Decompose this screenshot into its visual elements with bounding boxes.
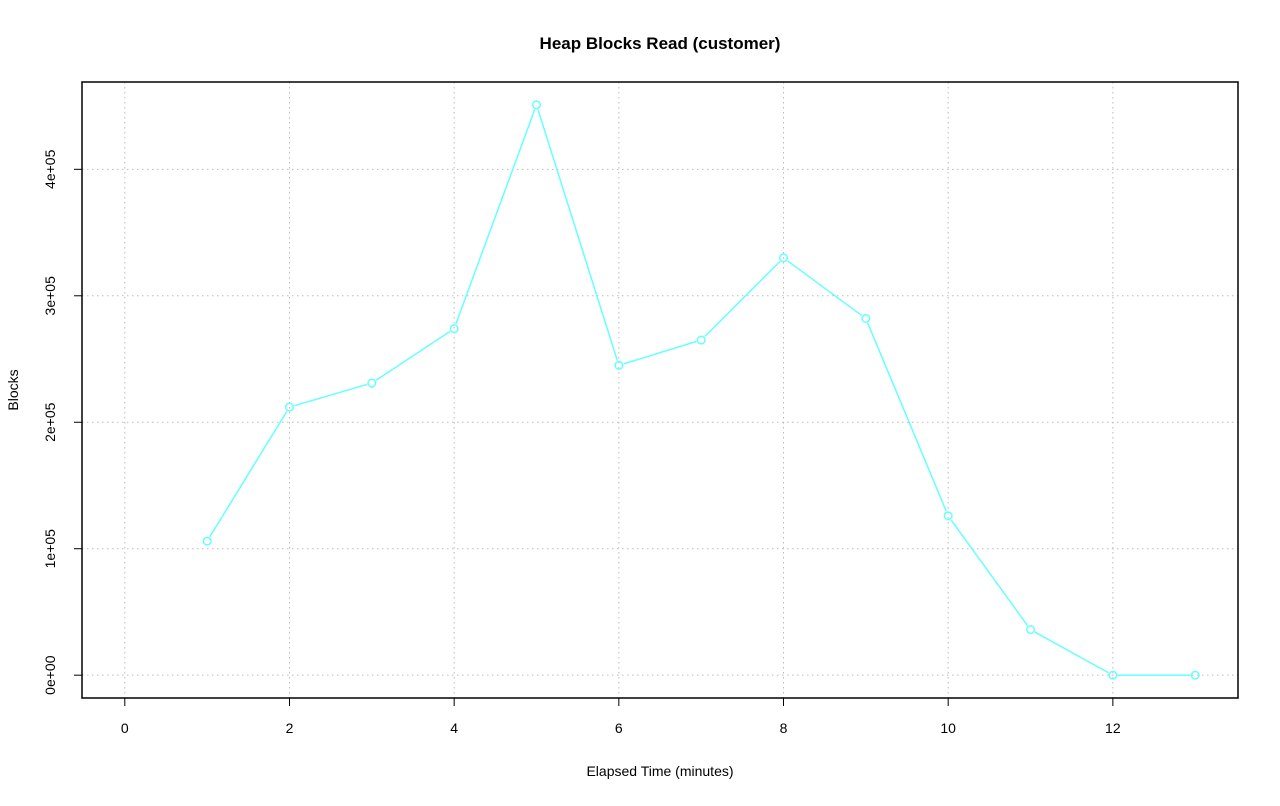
- plot-frame: [81, 81, 1239, 699]
- data-point: [1108, 670, 1118, 680]
- y-tick-label: 2e+05: [42, 402, 58, 442]
- data-point: [696, 335, 706, 345]
- series-line-segment: [1034, 631, 1109, 674]
- data-point: [614, 360, 624, 370]
- y-tick-label: 0e+00: [42, 655, 58, 695]
- data-point: [1190, 670, 1200, 680]
- series-line-segment: [537, 109, 619, 361]
- series-line-segment: [704, 260, 781, 338]
- data-point: [531, 100, 542, 110]
- x-tick-label: 6: [615, 720, 623, 736]
- data-point: [449, 324, 459, 334]
- series-line-segment: [375, 330, 451, 381]
- series: [202, 100, 1200, 680]
- data-point: [861, 313, 871, 324]
- data-point: [202, 536, 212, 546]
- x-tick-label: 12: [1105, 720, 1121, 736]
- series-line-segment: [787, 260, 863, 317]
- data-point: [1025, 625, 1036, 635]
- data-point: [943, 511, 953, 521]
- x-axis-label: Elapsed Time (minutes): [586, 763, 733, 779]
- x-axis: 0 2 4 6 8 10 12: [121, 697, 1121, 736]
- x-tick-label: 2: [286, 720, 294, 736]
- x-tick-label: 10: [940, 720, 956, 736]
- series-line-segment: [950, 519, 1029, 627]
- y-tick-label: 4e+05: [42, 149, 58, 189]
- data-point: [284, 402, 295, 412]
- grid: [82, 82, 1238, 698]
- data-point: [367, 378, 377, 388]
- data-point: [778, 253, 789, 263]
- y-axis-label: Blocks: [5, 369, 21, 410]
- series-line-segment: [623, 340, 697, 365]
- y-tick-label: 3e+05: [42, 276, 58, 316]
- series-line-segment: [455, 109, 536, 325]
- series-line-segment: [209, 410, 288, 538]
- series-line-segment: [867, 322, 947, 512]
- y-axis: 0e+00 1e+05 2e+05 3e+05 4e+05: [42, 149, 83, 695]
- chart-title: Heap Blocks Read (customer): [540, 34, 781, 53]
- x-tick-label: 0: [121, 720, 129, 736]
- x-tick-label: 4: [450, 720, 458, 736]
- y-tick-label: 1e+05: [42, 529, 58, 569]
- x-tick-label: 8: [780, 720, 788, 736]
- series-line-segment: [294, 383, 368, 407]
